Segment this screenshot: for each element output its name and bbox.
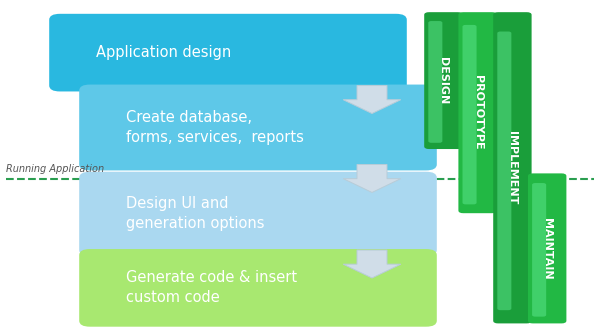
Text: DESIGN: DESIGN <box>439 57 448 104</box>
FancyBboxPatch shape <box>463 25 476 204</box>
Text: Generate code & insert
custom code: Generate code & insert custom code <box>126 270 297 305</box>
Polygon shape <box>343 250 401 278</box>
Text: Design UI and
generation options: Design UI and generation options <box>126 196 265 231</box>
FancyBboxPatch shape <box>49 14 407 91</box>
FancyBboxPatch shape <box>532 183 546 316</box>
FancyBboxPatch shape <box>424 12 463 149</box>
FancyBboxPatch shape <box>79 85 437 170</box>
FancyBboxPatch shape <box>528 173 566 323</box>
FancyBboxPatch shape <box>79 172 437 256</box>
FancyBboxPatch shape <box>458 12 497 213</box>
Text: IMPLEMENT: IMPLEMENT <box>508 131 517 205</box>
FancyBboxPatch shape <box>79 249 437 327</box>
Text: PROTOTYPE: PROTOTYPE <box>473 75 482 150</box>
FancyBboxPatch shape <box>493 12 532 323</box>
Text: Running Application: Running Application <box>6 164 104 174</box>
Polygon shape <box>343 164 401 192</box>
FancyBboxPatch shape <box>497 32 511 310</box>
Text: MAINTAIN: MAINTAIN <box>542 217 552 279</box>
Text: Create database,
forms, services,  reports: Create database, forms, services, report… <box>126 110 304 145</box>
Text: Application design: Application design <box>96 45 231 60</box>
Polygon shape <box>343 86 401 114</box>
FancyBboxPatch shape <box>428 21 442 143</box>
